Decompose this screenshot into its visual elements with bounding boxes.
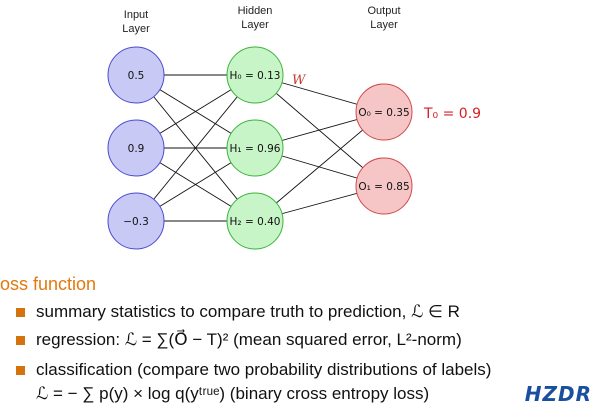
bullet-text: summary statistics to compare truth to p… — [36, 302, 460, 321]
input-node-circle — [107, 119, 165, 177]
hidden-node-label: H₁ = 0.96 — [230, 143, 281, 155]
input-node-label: −0.3 — [123, 216, 149, 228]
neural-network-diagram: 0.5 0.9 −0.3 H₀ = 0.13 H₁ = 0.96 H₂ = 0.40 O₀ … — [107, 46, 413, 250]
output-node-circle — [355, 83, 413, 141]
bullet-list: summary statistics to compare truth to p… — [14, 300, 594, 406]
input-node-0: 0.5 — [107, 46, 165, 104]
output-node-1: O₁ = 0.85 — [355, 157, 413, 215]
hzdr-logo: HZDR — [524, 382, 592, 406]
output-node-0: O₀ = 0.35 — [355, 83, 413, 141]
network-nodes: 0.5 0.9 −0.3 H₀ = 0.13 H₁ = 0.96 H₂ = 0.40 O₀ … — [107, 46, 413, 250]
input-node-2: −0.3 — [107, 192, 165, 250]
bullet-summary-statistics: summary statistics to compare truth to p… — [14, 300, 594, 324]
weight-label: W — [292, 73, 306, 88]
section-title: Loss function — [0, 274, 97, 294]
hidden-node-label: H₀ = 0.13 — [230, 70, 281, 82]
bullet-formula: ℒ = − ∑ p(y) × log q(yᵗʳᵘᵉ) (binary cros… — [36, 384, 430, 403]
bullet-classification: classification (compare two probability … — [14, 358, 594, 406]
hidden-node-circle — [226, 46, 284, 104]
hidden-node-circle — [226, 119, 284, 177]
hidden-node-0: H₀ = 0.13 — [226, 46, 284, 104]
target-label: T₀ = 0.9 — [424, 106, 482, 122]
bullet-square-icon — [16, 366, 25, 375]
input-node-circle — [107, 46, 165, 104]
bullet-text: regression: ℒ = ∑(O⃗ − T)² (mean squared… — [36, 330, 462, 349]
output-node-label: O₀ = 0.35 — [358, 107, 409, 119]
hidden-node-circle — [226, 192, 284, 250]
hidden-layer-title-line2: Layer — [241, 19, 269, 31]
input-layer-title-line1: Input — [123, 9, 149, 21]
input-layer-title: Input Layer — [96, 8, 176, 36]
input-node-circle — [107, 192, 165, 250]
hidden-node-label: H₂ = 0.40 — [230, 216, 281, 228]
bullet-square-icon — [16, 308, 25, 317]
hidden-node-2: H₂ = 0.40 — [226, 192, 284, 250]
hidden-layer-title-line1: Hidden — [237, 5, 273, 17]
output-node-label: O₁ = 0.85 — [358, 181, 409, 193]
output-layer-title: Output Layer — [344, 4, 424, 32]
output-layer-title-line1: Output — [367, 5, 401, 17]
input-node-label: 0.9 — [128, 143, 145, 155]
bullet-square-icon — [16, 336, 25, 345]
bullet-regression: regression: ℒ = ∑(O⃗ − T)² (mean squared… — [14, 328, 594, 352]
input-node-1: 0.9 — [107, 119, 165, 177]
bullet-text: classification (compare two probability … — [36, 360, 492, 379]
hidden-node-1: H₁ = 0.96 — [226, 119, 284, 177]
edge-input2-hidden0 — [135, 74, 256, 222]
output-layer-title-line2: Layer — [370, 19, 398, 31]
input-node-label: 0.5 — [128, 70, 145, 82]
output-node-circle — [355, 157, 413, 215]
hidden-layer-title: Hidden Layer — [215, 4, 295, 32]
input-layer-title-line2: Layer — [122, 23, 150, 35]
